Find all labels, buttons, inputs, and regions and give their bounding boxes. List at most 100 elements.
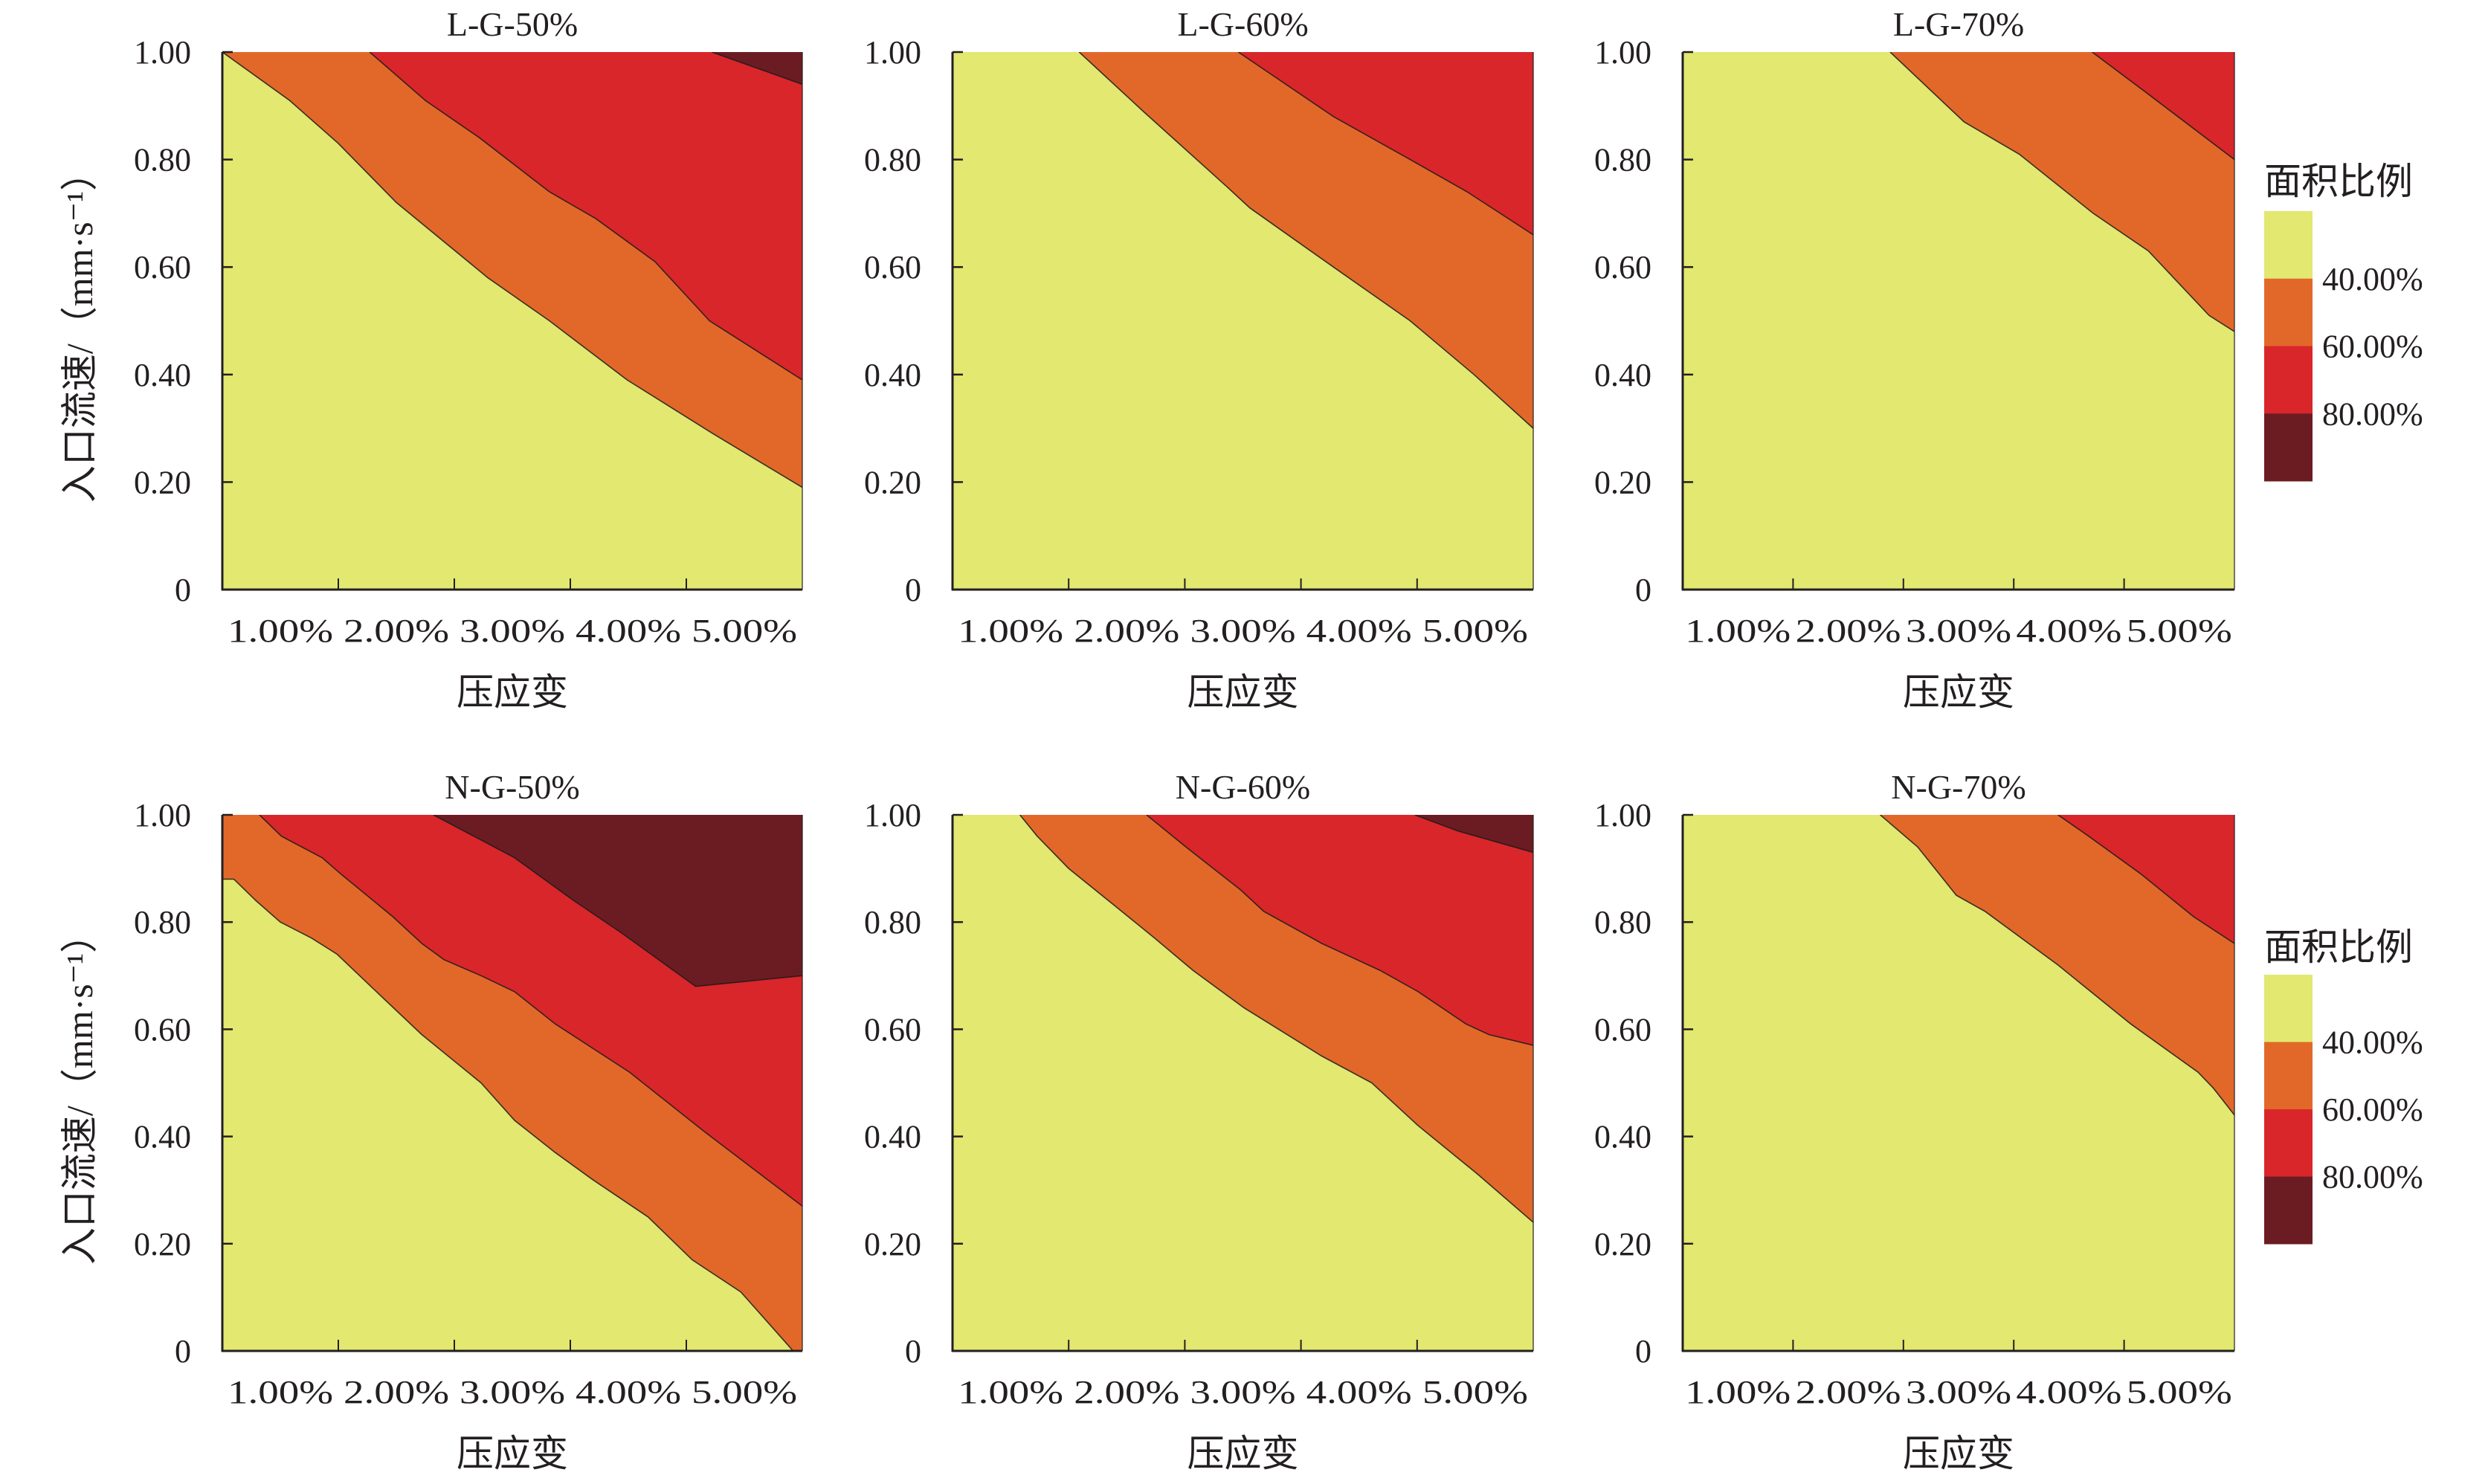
y-tick-label: 0.60 bbox=[864, 249, 921, 285]
contour-line-40 bbox=[1078, 52, 1533, 429]
colorbar-legend: 面积比例 40.00% 60.00% 80.00% bbox=[2264, 926, 2423, 1245]
y-tick-label: 0.40 bbox=[1594, 1119, 1651, 1155]
contour-line-40 bbox=[222, 52, 802, 488]
contour-region-above-60 bbox=[1146, 815, 1533, 1045]
y-tick-label: 0.80 bbox=[1594, 904, 1651, 941]
contour-line-60 bbox=[2092, 52, 2234, 161]
subplot-title: L-G-70% bbox=[1893, 5, 2024, 43]
x-tick-label: 3.00% bbox=[460, 1374, 565, 1410]
y-tick-label: 1.00 bbox=[864, 797, 921, 833]
y-tick-label: 0.60 bbox=[864, 1011, 921, 1048]
x-tick-label: 2.00% bbox=[344, 613, 449, 649]
contour-line-40 bbox=[1019, 815, 1533, 1223]
contour-fills bbox=[222, 52, 802, 590]
x-tick-label: 1.00% bbox=[1685, 613, 1791, 649]
contour-line-60 bbox=[1237, 52, 1533, 236]
x-tick-label: 5.00% bbox=[2127, 1374, 2232, 1410]
y-tick-label: 0.20 bbox=[864, 1226, 921, 1262]
x-tick-label: 3.00% bbox=[460, 613, 565, 649]
y-tick-label: 0.40 bbox=[134, 357, 191, 393]
x-tick-label: 5.00% bbox=[692, 1374, 797, 1410]
y-axis-label: 入口流速/（mm·s⁻¹） bbox=[59, 154, 100, 503]
x-axis-label: 压应变 bbox=[1903, 1433, 2014, 1474]
contour-fills bbox=[953, 815, 1533, 1351]
y-tick-label: 1.00 bbox=[1594, 797, 1651, 833]
y-tick-label: 1.00 bbox=[134, 34, 191, 71]
legend-label: 40.00% bbox=[2322, 1025, 2423, 1061]
legend-label: 80.00% bbox=[2322, 396, 2423, 432]
subplot-l-g-60pct: 0 0.20 0.40 0.60 0.80 1.00 1.00% 2.00% 3.00% 4.00… bbox=[864, 5, 1534, 713]
contour-fills bbox=[953, 52, 1533, 590]
contour-fills bbox=[1683, 52, 2234, 590]
x-tick-label: 2.00% bbox=[1796, 613, 1901, 649]
colorbar-legend: 面积比例 40.00% 60.00% 80.00% bbox=[2264, 161, 2423, 482]
subplot-l-g-50pct: 0 0.20 0.40 0.60 0.80 1.00 1.00% 2.00% 3.00% 4.00… bbox=[59, 5, 803, 713]
y-tick-label: 0.40 bbox=[134, 1119, 191, 1155]
contour-region-above-60 bbox=[2092, 52, 2234, 160]
contour-line-60 bbox=[369, 52, 802, 381]
contour-region-above-60 bbox=[370, 52, 802, 380]
y-tick-label: 0.20 bbox=[134, 1226, 191, 1262]
y-tick-label: 0.20 bbox=[1594, 1226, 1651, 1262]
y-tick-label: 0 bbox=[175, 1333, 191, 1370]
contour-region-above-40 bbox=[1880, 815, 2234, 1115]
legend-swatch-40 bbox=[2264, 278, 2313, 346]
contour-line-80 bbox=[1414, 815, 1533, 854]
x-tick-label: 5.00% bbox=[1422, 613, 1528, 649]
contour-region-above-40 bbox=[1890, 52, 2234, 332]
x-tick-label: 1.00% bbox=[958, 613, 1063, 649]
x-tick-label: 4.00% bbox=[2016, 1374, 2121, 1410]
x-tick-label: 3.00% bbox=[1906, 613, 2011, 649]
x-axis-label: 压应变 bbox=[1903, 671, 2014, 713]
x-tick-label: 4.00% bbox=[576, 613, 681, 649]
contour-line-40 bbox=[1889, 52, 2234, 332]
x-tick-label: 5.00% bbox=[692, 613, 797, 649]
contour-line-80 bbox=[433, 815, 802, 987]
x-tick-label: 2.00% bbox=[1796, 1374, 1901, 1410]
subplot-title: L-G-50% bbox=[447, 5, 578, 43]
x-tick-label: 4.00% bbox=[1306, 1374, 1412, 1410]
contour-line-60 bbox=[2057, 815, 2234, 944]
y-tick-label: 0 bbox=[905, 1333, 921, 1370]
y-axis-label: 入口流速/（mm·s⁻¹） bbox=[59, 916, 100, 1265]
x-axis-label: 压应变 bbox=[457, 671, 568, 713]
y-tick-label: 0 bbox=[905, 572, 921, 608]
y-tick-label: 0.40 bbox=[864, 1119, 921, 1155]
x-tick-label: 3.00% bbox=[1190, 613, 1296, 649]
x-tick-label: 2.00% bbox=[344, 1374, 449, 1410]
contour-line-40 bbox=[1880, 815, 2234, 1116]
x-tick-label: 5.00% bbox=[2127, 613, 2232, 649]
contour-fills bbox=[1683, 815, 2234, 1351]
y-tick-label: 0 bbox=[175, 572, 191, 608]
subplot-title: L-G-60% bbox=[1177, 5, 1308, 43]
x-tick-label: 1.00% bbox=[958, 1374, 1063, 1410]
x-axis-label: 压应变 bbox=[1187, 671, 1299, 713]
y-tick-label: 0.60 bbox=[134, 1011, 191, 1048]
y-tick-label: 0.80 bbox=[134, 904, 191, 941]
y-tick-label: 1.00 bbox=[864, 34, 921, 71]
legend-swatch-0 bbox=[2264, 975, 2313, 1042]
y-tick-label: 0.60 bbox=[134, 249, 191, 285]
y-tick-label: 0 bbox=[1635, 1333, 1651, 1370]
legend-label: 80.00% bbox=[2322, 1159, 2423, 1196]
contour-line-60 bbox=[1146, 815, 1533, 1046]
x-tick-label: 4.00% bbox=[576, 1374, 681, 1410]
contour-line-80 bbox=[712, 52, 802, 86]
y-tick-label: 0.20 bbox=[134, 464, 191, 500]
subplot-title: N-G-60% bbox=[1176, 768, 1310, 806]
subplot-n-g-60pct: 0 0.20 0.40 0.60 0.80 1.00 1.00% 2.00% 3.00% 4.00… bbox=[864, 768, 1534, 1474]
x-axis-label: 压应变 bbox=[1187, 1433, 1299, 1474]
y-tick-label: 0.20 bbox=[1594, 464, 1651, 500]
contour-line-40 bbox=[222, 878, 794, 1351]
y-tick-label: 0.80 bbox=[864, 142, 921, 178]
legend-title: 面积比例 bbox=[2264, 161, 2413, 202]
x-axis-label: 压应变 bbox=[457, 1433, 568, 1474]
y-tick-label: 0.80 bbox=[134, 142, 191, 178]
contour-region-above-80 bbox=[1414, 815, 1533, 853]
y-tick-label: 0.60 bbox=[1594, 249, 1651, 285]
legend-swatch-80 bbox=[2264, 1176, 2313, 1245]
y-tick-label: 0.60 bbox=[1594, 1011, 1651, 1048]
y-tick-label: 0.20 bbox=[864, 464, 921, 500]
legend-swatch-80 bbox=[2264, 413, 2313, 482]
